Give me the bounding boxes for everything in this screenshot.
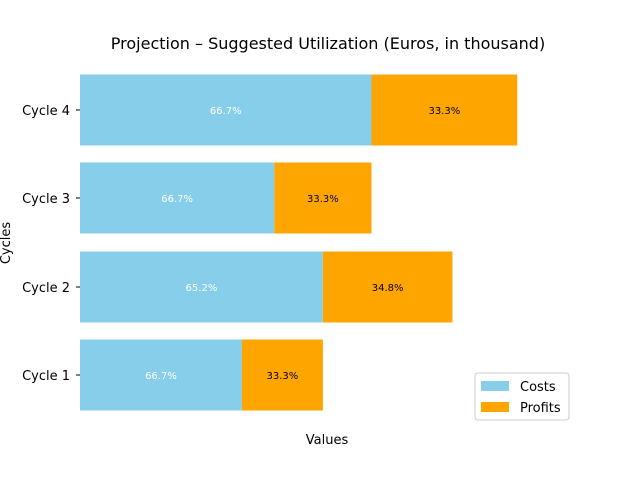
- bar-profits-3: [274, 162, 372, 234]
- y-tick-label-1: Cycle 1: [22, 369, 70, 384]
- legend: Costs Profits: [474, 372, 570, 421]
- data-label-profits-4: 33.3%: [428, 106, 460, 117]
- legend-label-profits: Profits: [520, 401, 561, 416]
- data-label-profits-2: 34.8%: [372, 283, 404, 294]
- y-tick-label-4: Cycle 4: [22, 104, 70, 119]
- bar-profits-1: [241, 339, 323, 411]
- y-tick-label-2: Cycle 2: [22, 281, 70, 296]
- data-label-profits-1: 33.3%: [267, 371, 299, 382]
- legend-label-costs: Costs: [520, 380, 556, 395]
- bar-costs-1: [80, 339, 242, 411]
- data-label-costs-4: 66.7%: [210, 106, 242, 117]
- y-tick-label-3: Cycle 3: [22, 192, 70, 207]
- data-label-costs-1: 66.7%: [145, 371, 177, 382]
- bar-costs-2: [80, 251, 323, 323]
- data-label-costs-2: 65.2%: [186, 283, 218, 294]
- x-axis-label: Values: [306, 433, 349, 448]
- bar-costs-4: [80, 74, 372, 146]
- y-axis-label: Cycles: [0, 222, 14, 265]
- legend-swatch-profits: [481, 402, 509, 412]
- bars-layer: 66.7% 33.3% 65.2% 34.8% 66.7% 33.3% 66.7% 33.3%: [80, 74, 518, 411]
- chart-title: Projection – Suggested Utilization (Euro…: [111, 34, 545, 53]
- bar-costs-3: [80, 162, 275, 234]
- y-ticks-layer: Cycle 1 Cycle 2 Cycle 3 Cycle 4: [22, 104, 80, 384]
- bar-profits-4: [371, 74, 518, 146]
- data-label-profits-3: 33.3%: [307, 194, 339, 205]
- bar-profits-2: [322, 251, 453, 323]
- data-label-costs-3: 66.7%: [161, 194, 193, 205]
- legend-swatch-costs: [481, 381, 509, 391]
